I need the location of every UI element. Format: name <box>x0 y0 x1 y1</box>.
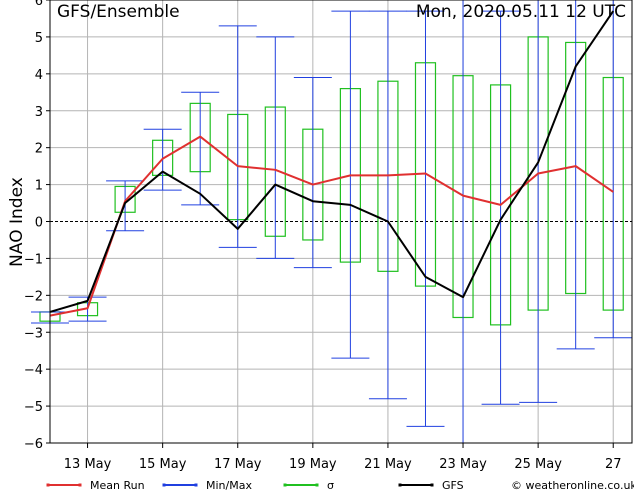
y-tick-label: 5 <box>35 31 43 46</box>
y-tick-label: 2 <box>35 142 43 157</box>
x-tick-label: 19 May <box>289 457 337 472</box>
y-tick-label: −1 <box>24 252 43 267</box>
chart-title: GFS/Ensemble <box>57 2 180 22</box>
y-tick-label: 0 <box>35 216 43 231</box>
legend-marker <box>283 483 287 487</box>
y-axis-label: NAO Index <box>7 177 27 267</box>
legend-marker <box>430 483 434 487</box>
legend-label: Min/Max <box>206 479 252 490</box>
y-tick-label: −4 <box>24 363 43 378</box>
run-label: Mon, 2020.05.11 12 UTC <box>416 2 626 22</box>
x-axis: 13 May 15 May 17 May 19 May 21 May 23 May 25 M… <box>64 443 622 472</box>
legend-marker <box>78 483 82 487</box>
x-tick-label: 27 <box>605 457 622 472</box>
y-tick-label: 4 <box>35 68 43 83</box>
legend-marker <box>46 483 50 487</box>
x-tick-label: 15 May <box>139 457 187 472</box>
x-tick-label: 25 May <box>514 457 562 472</box>
legend-marker <box>315 483 319 487</box>
legend-label: Mean Run <box>90 479 145 490</box>
legend: Mean Run Min/Max σ GFS <box>46 479 464 490</box>
x-tick-label: 17 May <box>214 457 262 472</box>
legend-marker <box>194 483 198 487</box>
y-tick-label: 3 <box>35 105 43 120</box>
legend-marker <box>398 483 402 487</box>
legend-label: GFS <box>442 479 464 490</box>
y-tick-label: −6 <box>24 437 43 452</box>
mean-run-line <box>49 135 614 317</box>
credit-text: © weatheronline.co.uk <box>511 479 634 490</box>
y-tick-label: −2 <box>24 289 43 304</box>
y-tick-label: −3 <box>24 326 43 341</box>
grid <box>50 0 632 443</box>
x-tick-label: 13 May <box>64 457 112 472</box>
x-tick-label: 21 May <box>364 457 412 472</box>
gfs-line <box>49 10 615 313</box>
y-tick-label: 1 <box>35 179 43 194</box>
legend-marker <box>162 483 166 487</box>
y-tick-label: −5 <box>24 400 43 415</box>
series-lines <box>49 10 615 317</box>
y-axis: −6 −5 −4 −3 −2 −1 0 1 2 3 4 5 6 <box>24 0 50 452</box>
legend-label: σ <box>327 479 334 490</box>
y-tick-label: 6 <box>35 0 43 9</box>
x-tick-label: 23 May <box>439 457 487 472</box>
